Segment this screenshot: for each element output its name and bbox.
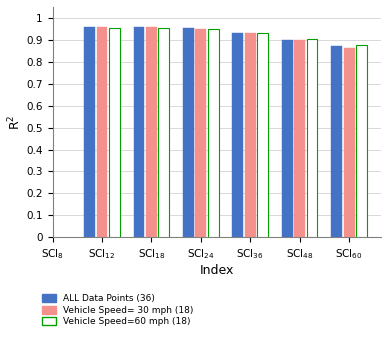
Bar (208, 29, 218, 237)
Bar (183, 28, 194, 237)
Bar (232, 33, 243, 237)
Bar (356, 45, 367, 237)
Legend: ALL Data Points (36), Vehicle Speed= 30 mph (18), Vehicle Speed=60 mph (18): ALL Data Points (36), Vehicle Speed= 30 … (41, 292, 196, 328)
Bar (84, 27, 95, 237)
Bar (245, 33, 256, 237)
Bar (196, 29, 206, 237)
Bar (97, 27, 107, 237)
Bar (344, 48, 355, 237)
Bar (282, 40, 293, 237)
Bar (294, 40, 305, 237)
X-axis label: Index: Index (199, 263, 234, 277)
Bar (133, 27, 144, 237)
Y-axis label: R$^2$: R$^2$ (7, 114, 24, 130)
Bar (307, 39, 317, 237)
Bar (158, 29, 169, 237)
Bar (109, 29, 120, 237)
Bar (257, 33, 268, 237)
Bar (331, 46, 342, 237)
Bar (146, 27, 157, 237)
